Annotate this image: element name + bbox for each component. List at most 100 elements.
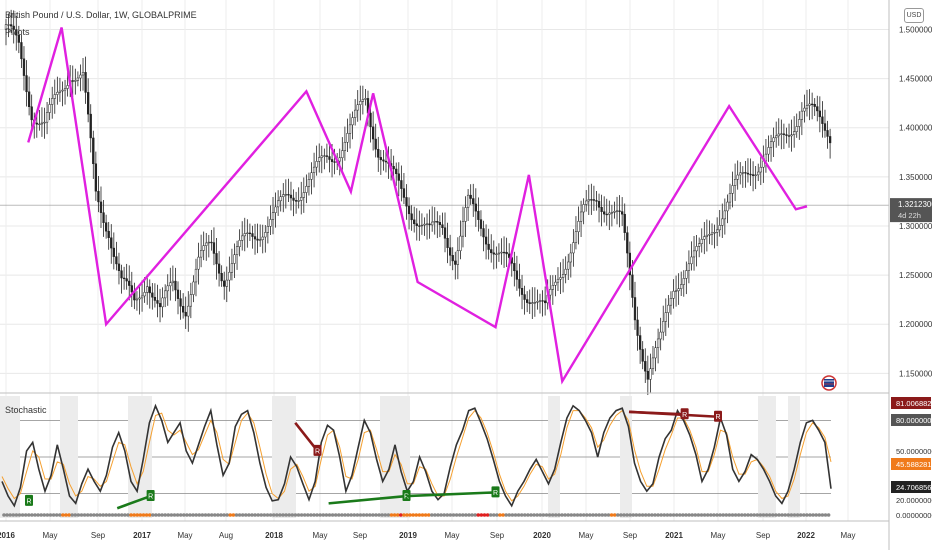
price-axis[interactable]: 1.50000000 1.45000000 1.40000000 1.35000000… (890, 25, 932, 378)
status-dot (147, 513, 152, 517)
price-bar-body (225, 279, 228, 287)
status-dot (231, 513, 236, 517)
price-bar-body (559, 277, 562, 280)
price-tick-label: 1.25000000 (899, 271, 932, 280)
time-tick-label: Sep (91, 531, 106, 540)
flag-icon[interactable] (821, 375, 837, 391)
price-bar-body (261, 236, 264, 240)
status-dot (488, 513, 493, 517)
status-dot (250, 513, 254, 517)
price-bar-body (505, 251, 508, 255)
status-dot (61, 513, 65, 517)
price-bar-body (690, 256, 693, 265)
time-tick-label: May (710, 531, 725, 540)
status-dot (333, 513, 338, 517)
divergence-marker (313, 444, 322, 456)
price-bar-body (590, 199, 593, 201)
status-dot (330, 513, 335, 517)
price-bar-body (456, 250, 459, 265)
status-dot (203, 513, 208, 517)
price-bar-body (443, 227, 447, 239)
status-dot (228, 513, 233, 517)
price-bar-body (433, 221, 436, 223)
price-bar-body (361, 99, 365, 102)
currency-button[interactable]: USD (904, 8, 924, 23)
indicator-label: Pivots (5, 27, 30, 37)
status-dot (535, 513, 539, 517)
price-bar-body (146, 286, 149, 293)
price-bar-body (826, 130, 829, 137)
countdown-label: 4d 22h (898, 211, 921, 220)
status-dot (820, 513, 825, 517)
price-bar-body (572, 242, 575, 254)
stochastic-shade (272, 396, 296, 518)
price-bar-body (523, 294, 526, 300)
price-bar-body (651, 357, 655, 369)
price-bar-body (561, 274, 565, 278)
price-bar-body (451, 255, 454, 262)
status-dot (526, 513, 530, 517)
price-bar-body (176, 289, 180, 299)
price-bar-body (338, 157, 341, 162)
status-dot (504, 513, 509, 517)
status-dot (51, 513, 56, 517)
price-bar-body (767, 147, 770, 155)
status-dot (795, 513, 800, 517)
price-bar-body (230, 263, 234, 273)
status-dot (430, 513, 434, 517)
status-dot (5, 513, 9, 517)
status-dot (423, 513, 428, 517)
price-bar-body (708, 234, 711, 236)
status-dot (687, 513, 691, 517)
status-dot (637, 513, 642, 517)
stochastic-axis[interactable]: 81.00688271 80.00000000 50.00000000 45.5882… (891, 397, 932, 521)
status-dot (684, 513, 688, 517)
price-bar-body (531, 302, 534, 304)
time-tick-label: 2021 (665, 531, 683, 540)
status-dot (712, 513, 716, 517)
status-dot (309, 513, 313, 517)
divergence-marker (680, 408, 689, 420)
price-bar-body (348, 124, 352, 134)
price-bar-body (74, 80, 77, 82)
status-dot (101, 513, 105, 517)
price-bar-body (402, 188, 406, 198)
status-dot (23, 513, 28, 517)
price-bar-body (305, 185, 308, 193)
price-bar-body (243, 233, 246, 237)
price-bar-body (179, 298, 182, 307)
price-bar-body (633, 297, 637, 321)
price-bar-body (22, 58, 26, 76)
price-bar-body (405, 197, 408, 207)
price-bar-body (662, 321, 665, 333)
status-dot (569, 513, 574, 517)
status-dot (377, 513, 381, 517)
time-axis[interactable]: 2016 May Sep 2017 May Aug 2018 May Sep 2019 May Sep… (0, 531, 856, 540)
status-dot (612, 513, 617, 517)
divergence-marker (491, 486, 500, 498)
price-bar-body (97, 190, 100, 203)
time-tick-label: 2019 (399, 531, 417, 540)
status-dot (640, 513, 645, 517)
status-dot (244, 513, 248, 517)
price-bar-body (618, 210, 621, 212)
status-dot (67, 513, 71, 517)
stochastic-tick-label: 50.00000000 (896, 447, 932, 456)
status-dot (650, 513, 654, 517)
stochastic-label: Stochastic (5, 405, 47, 415)
price-bar-body (793, 131, 796, 135)
status-dot (200, 513, 205, 517)
price-bar-body (610, 212, 614, 214)
price-bar-body (431, 221, 434, 226)
status-dot (591, 513, 595, 517)
price-bar-body (587, 199, 590, 202)
status-dot (420, 513, 425, 517)
status-dot (268, 513, 273, 517)
price-bar-body (184, 311, 187, 317)
price-bar-body (636, 319, 639, 336)
price-bar-body (656, 338, 660, 348)
price-bar-body (484, 236, 488, 245)
status-dot (619, 513, 623, 517)
price-bar-body (410, 213, 413, 221)
